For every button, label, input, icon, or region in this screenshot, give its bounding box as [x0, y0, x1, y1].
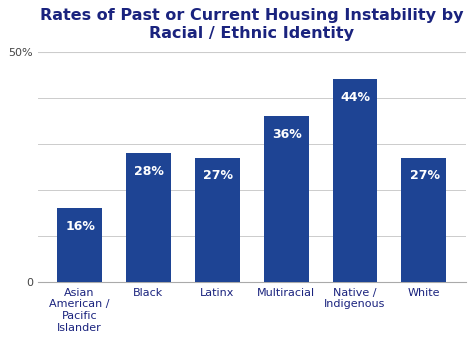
Title: Rates of Past or Current Housing Instability by
Racial / Ethnic Identity: Rates of Past or Current Housing Instabi… — [40, 8, 464, 41]
Bar — [195, 158, 240, 282]
Text: 44%: 44% — [341, 91, 371, 104]
Bar — [57, 208, 102, 282]
Text: 16%: 16% — [65, 220, 95, 233]
Bar — [401, 158, 446, 282]
Bar — [333, 79, 377, 282]
Text: 36%: 36% — [272, 128, 301, 141]
Text: 28%: 28% — [134, 165, 164, 178]
Text: 27%: 27% — [410, 169, 439, 182]
Bar — [126, 153, 171, 282]
Text: 27%: 27% — [203, 169, 233, 182]
Bar — [264, 116, 309, 282]
